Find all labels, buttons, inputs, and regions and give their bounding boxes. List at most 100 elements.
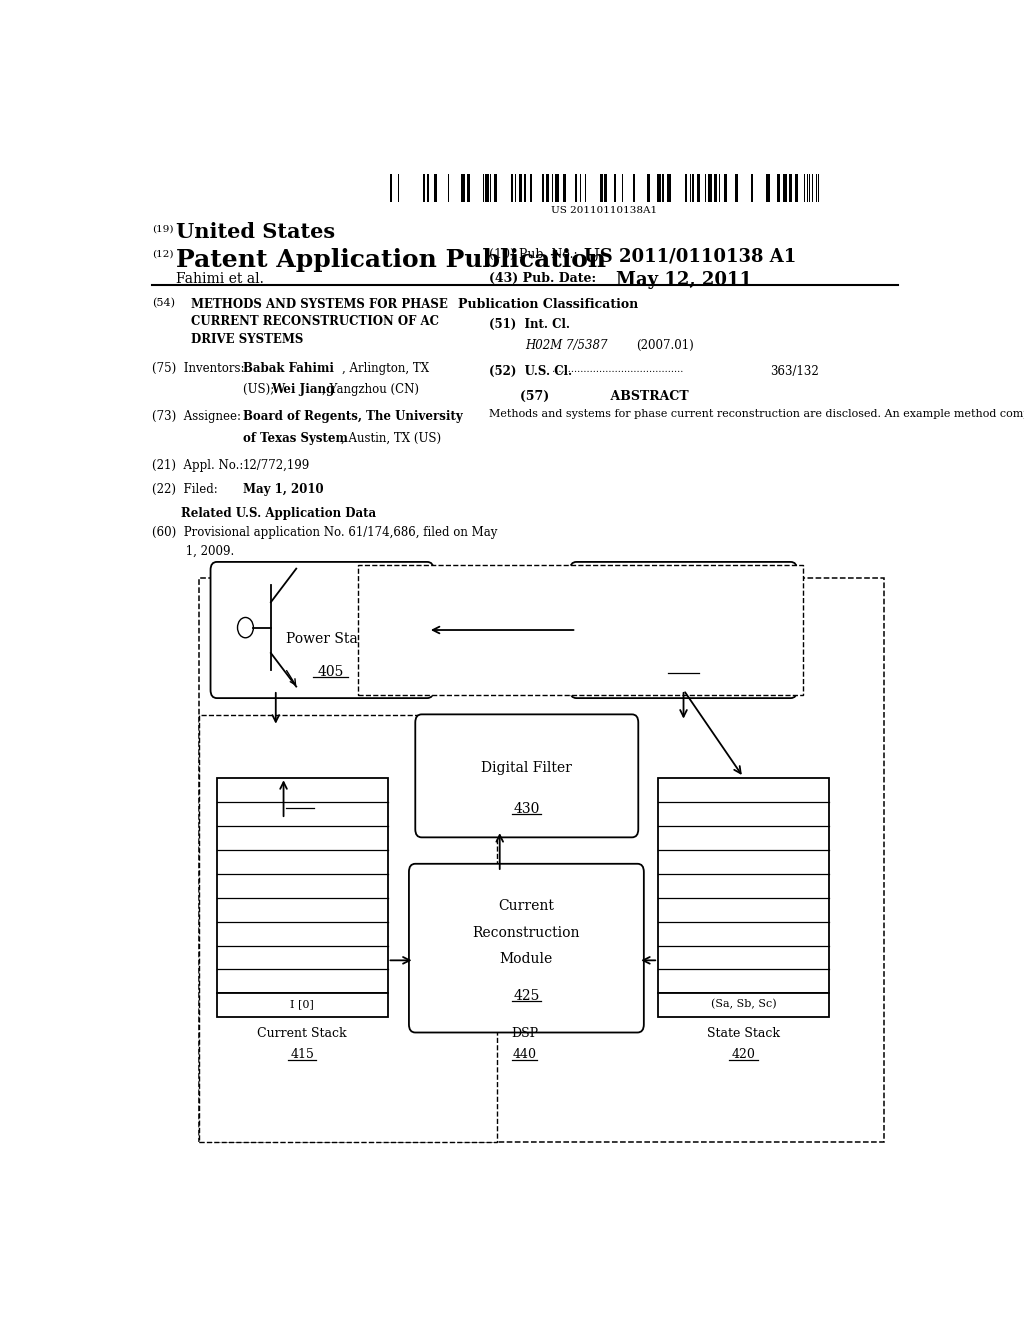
Bar <box>555 174 559 202</box>
Text: Current: Current <box>499 899 554 913</box>
Text: (21)  Appl. No.:: (21) Appl. No.: <box>152 459 243 473</box>
Text: Babak Fahimi: Babak Fahimi <box>243 362 334 375</box>
Bar <box>647 174 650 202</box>
Text: (60)  Provisional application No. 61/174,686, filed on May
         1, 2009.: (60) Provisional application No. 61/174,… <box>152 527 498 557</box>
Text: Power Stage: Power Stage <box>286 632 375 647</box>
Text: Wei Jiang: Wei Jiang <box>270 383 334 396</box>
Text: US 2011/0110138 A1: US 2011/0110138 A1 <box>585 248 797 265</box>
Bar <box>427 174 429 202</box>
Bar <box>530 174 532 202</box>
Bar <box>788 174 793 202</box>
FancyBboxPatch shape <box>211 562 433 698</box>
Text: (52)  U.S. Cl.: (52) U.S. Cl. <box>489 364 572 378</box>
Bar <box>751 174 753 202</box>
Bar <box>511 174 513 202</box>
Text: May 12, 2011: May 12, 2011 <box>616 271 752 289</box>
Bar <box>777 174 780 202</box>
Text: 12/772,199: 12/772,199 <box>243 459 310 473</box>
Bar <box>812 174 813 202</box>
Bar <box>658 779 828 994</box>
Bar <box>816 174 817 202</box>
Bar <box>515 174 516 202</box>
Bar <box>423 174 425 202</box>
Text: 405: 405 <box>317 665 344 678</box>
Text: (2007.01): (2007.01) <box>636 339 693 352</box>
Text: , Yangzhou (CN): , Yangzhou (CN) <box>323 383 420 396</box>
Text: US 20110110138A1: US 20110110138A1 <box>551 206 657 215</box>
Text: (Sa, Sb, Sc): (Sa, Sb, Sc) <box>711 999 776 1010</box>
Bar <box>546 174 549 202</box>
Text: Related U.S. Application Data: Related U.S. Application Data <box>181 507 377 520</box>
Bar <box>633 174 635 202</box>
Text: (57)              ABSTRACT: (57) ABSTRACT <box>520 391 688 403</box>
Text: , Austin, TX (US): , Austin, TX (US) <box>341 432 440 445</box>
Bar <box>667 174 671 202</box>
Bar <box>613 174 616 202</box>
Text: 410: 410 <box>288 796 312 809</box>
Bar <box>685 174 687 202</box>
Bar <box>689 174 691 202</box>
FancyBboxPatch shape <box>570 562 797 698</box>
Text: METHODS AND SYSTEMS FOR PHASE
CURRENT RECONSTRUCTION OF AC
DRIVE SYSTEMS: METHODS AND SYSTEMS FOR PHASE CURRENT RE… <box>191 297 449 346</box>
Text: (22)  Filed:: (22) Filed: <box>152 483 217 495</box>
Bar <box>200 715 497 1142</box>
Bar <box>552 174 553 202</box>
Text: (10) Pub. No.:: (10) Pub. No.: <box>489 248 578 261</box>
Bar <box>708 174 712 202</box>
Bar <box>217 779 387 994</box>
Bar <box>735 174 737 202</box>
Text: Module: Module <box>500 952 553 966</box>
Bar <box>795 174 798 202</box>
Bar <box>715 174 717 202</box>
Text: (51)  Int. Cl.: (51) Int. Cl. <box>489 318 570 331</box>
Text: , Arlington, TX: , Arlington, TX <box>342 362 429 375</box>
Text: Current Stack: Current Stack <box>257 1027 347 1040</box>
Bar <box>807 174 808 202</box>
Text: 440: 440 <box>513 1048 537 1061</box>
Bar <box>766 174 770 202</box>
Text: Patent Application Publication: Patent Application Publication <box>176 248 606 272</box>
Text: Sampled Current: Sampled Current <box>246 760 355 772</box>
FancyBboxPatch shape <box>416 714 638 837</box>
Text: 420: 420 <box>731 1048 756 1061</box>
Bar <box>523 174 526 202</box>
Bar <box>483 174 484 202</box>
Bar <box>563 174 566 202</box>
Bar <box>485 174 489 202</box>
Text: 363/132: 363/132 <box>770 364 818 378</box>
Text: United States: United States <box>176 223 335 243</box>
Text: ..........................................: ........................................… <box>549 364 683 374</box>
Bar <box>390 174 392 202</box>
Bar <box>358 565 803 696</box>
Bar <box>575 174 578 202</box>
Text: 425: 425 <box>513 989 540 1003</box>
Text: Fahimi et al.: Fahimi et al. <box>176 272 263 286</box>
Bar <box>692 174 694 202</box>
Text: State Stack: State Stack <box>707 1027 780 1040</box>
Text: H02M 7/5387: H02M 7/5387 <box>524 339 607 352</box>
Bar <box>663 174 664 202</box>
Text: State Generator: State Generator <box>627 620 740 634</box>
Text: (19): (19) <box>152 224 173 234</box>
Text: Publication Classification: Publication Classification <box>459 297 639 310</box>
Bar <box>543 174 544 202</box>
Bar <box>585 174 586 202</box>
FancyBboxPatch shape <box>211 719 390 828</box>
Text: 415: 415 <box>290 1048 314 1061</box>
Bar <box>658 994 828 1018</box>
Text: (12): (12) <box>152 249 173 259</box>
Text: of Texas System: of Texas System <box>243 432 348 445</box>
Bar <box>467 174 470 202</box>
Text: (54): (54) <box>152 297 175 308</box>
Bar <box>724 174 727 202</box>
Bar <box>461 174 465 202</box>
Bar <box>433 174 437 202</box>
Bar <box>217 994 387 1018</box>
Bar <box>494 174 497 202</box>
Bar <box>783 174 786 202</box>
FancyBboxPatch shape <box>409 863 644 1032</box>
Bar <box>696 174 700 202</box>
Bar <box>604 174 607 202</box>
Bar <box>705 174 707 202</box>
Bar <box>656 174 660 202</box>
